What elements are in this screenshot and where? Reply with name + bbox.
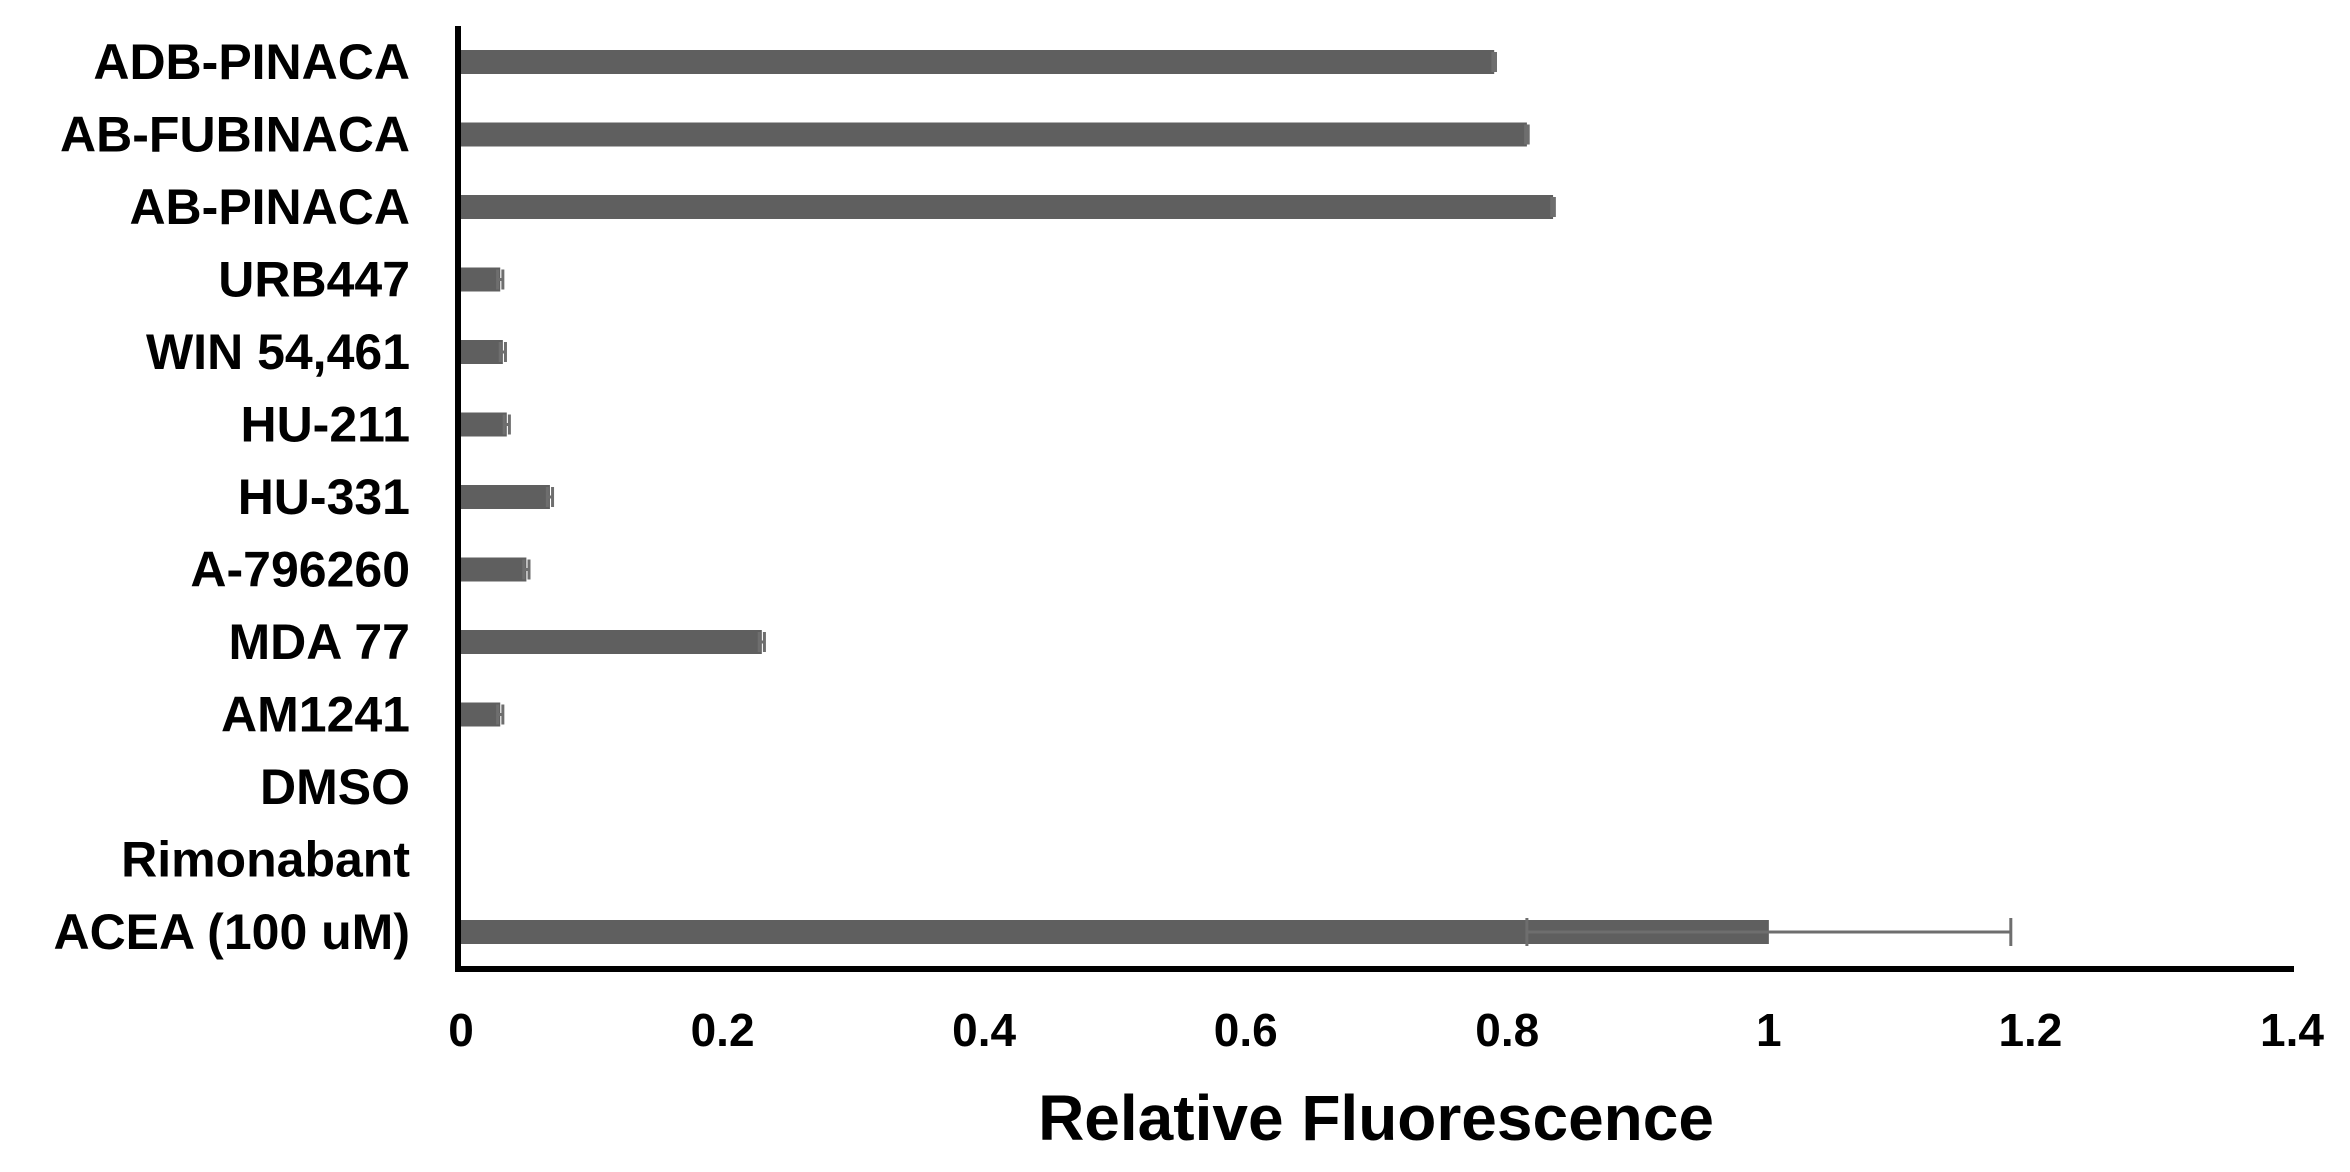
error-bar-am1241 bbox=[496, 704, 505, 725]
bars-layer bbox=[461, 50, 1769, 944]
category-label-hu-211: HU-211 bbox=[240, 397, 410, 453]
x-tick-label: 1 bbox=[1756, 1004, 1782, 1056]
error-bar-hu-211 bbox=[502, 414, 511, 435]
category-label-a-796260: A-796260 bbox=[190, 542, 410, 598]
x-axis-title: Relative Fluorescence bbox=[1038, 1082, 1714, 1154]
category-labels: ADB-PINACA AB-FUBINACA AB-PINACA URB447 WIN … bbox=[53, 34, 410, 960]
x-tick-label: 1.2 bbox=[1998, 1004, 2062, 1056]
category-label-ab-pinaca: AB-PINACA bbox=[129, 179, 410, 235]
bar-ab-pinaca bbox=[461, 195, 1554, 219]
x-tick-label: 0.2 bbox=[691, 1004, 755, 1056]
x-tick-label: 0 bbox=[448, 1004, 474, 1056]
error-bar-a-796260 bbox=[522, 559, 531, 580]
x-tick-label: 0.4 bbox=[952, 1004, 1016, 1056]
bar-am1241 bbox=[461, 702, 501, 727]
category-label-dmso: DMSO bbox=[260, 759, 410, 815]
bar-ab-fubinaca bbox=[461, 122, 1527, 147]
x-tick-label: 0.8 bbox=[1475, 1004, 1539, 1056]
bar-urb447 bbox=[461, 267, 501, 292]
category-label-am1241: AM1241 bbox=[221, 687, 410, 743]
error-bars-layer bbox=[496, 52, 2013, 946]
x-tick-labels: 0 0.2 0.4 0.6 0.8 1 1.2 1.4 bbox=[448, 1004, 2324, 1056]
x-tick-label: 0.6 bbox=[1214, 1004, 1278, 1056]
error-bar-win-54-461 bbox=[498, 342, 507, 362]
bar-hu-211 bbox=[461, 412, 507, 437]
error-bar-urb447 bbox=[496, 269, 505, 290]
error-bar-ab-pinaca bbox=[1550, 197, 1556, 217]
error-bar-ab-fubinaca bbox=[1524, 124, 1530, 145]
category-label-mda-77: MDA 77 bbox=[228, 614, 410, 670]
bar-hu-331 bbox=[461, 485, 550, 509]
x-tick-label: 1.4 bbox=[2260, 1004, 2324, 1056]
category-label-adb-pinaca: ADB-PINACA bbox=[93, 34, 410, 90]
bar-adb-pinaca bbox=[461, 50, 1495, 74]
category-label-win-54-461: WIN 54,461 bbox=[146, 324, 410, 380]
bar-win-54-461 bbox=[461, 340, 503, 364]
error-bar-adb-pinaca bbox=[1491, 52, 1498, 72]
bar-a-796260 bbox=[461, 557, 527, 582]
category-label-rimonabant: Rimonabant bbox=[121, 832, 410, 888]
category-label-ab-fubinaca: AB-FUBINACA bbox=[60, 107, 410, 163]
error-bar-mda-77 bbox=[757, 632, 766, 652]
category-label-urb447: URB447 bbox=[218, 252, 410, 308]
category-label-acea-100-um: ACEA (100 uM) bbox=[53, 904, 410, 960]
error-bar-hu-331 bbox=[545, 487, 555, 507]
error-bar-acea-100-um bbox=[1525, 918, 2013, 946]
bar-mda-77 bbox=[461, 630, 762, 654]
category-label-hu-331: HU-331 bbox=[238, 469, 410, 525]
